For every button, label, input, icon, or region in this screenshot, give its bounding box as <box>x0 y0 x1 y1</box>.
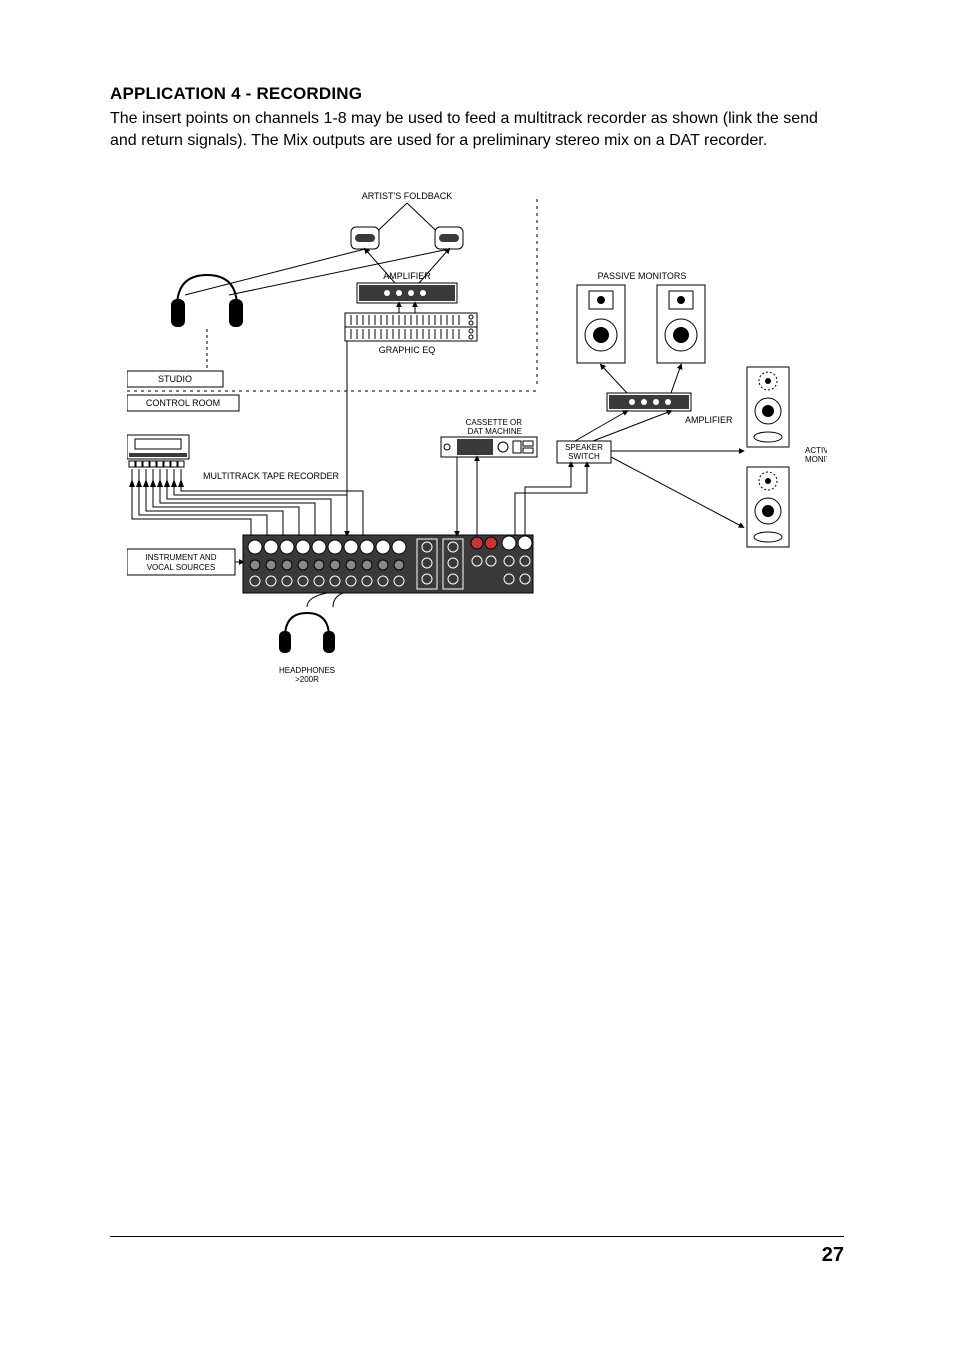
label-artists-foldback: ARTIST'S FOLDBACK <box>362 191 453 201</box>
label-control-room: CONTROL ROOM <box>146 398 220 408</box>
label-multitrack: MULTITRACK TAPE RECORDER <box>203 471 340 481</box>
label-studio: STUDIO <box>158 374 192 384</box>
diagram-container: ARTIST'S FOLDBACK <box>110 187 844 707</box>
section-body: The insert points on channels 1-8 may be… <box>110 108 844 151</box>
label-cassette-2: DAT MACHINE <box>468 427 522 436</box>
label-headphones-1: HEADPHONES <box>279 666 335 675</box>
label-active-monitors-2: MONITORS <box>805 455 827 464</box>
amplifier-icon <box>357 283 457 303</box>
label-speaker-switch-1: SPEAKER <box>565 443 603 452</box>
active-monitor-bottom-icon <box>747 467 789 547</box>
mixer-icon <box>243 535 533 593</box>
label-passive-monitors: PASSIVE MONITORS <box>598 271 687 281</box>
active-monitor-top-icon <box>747 367 789 447</box>
multitrack-recorder-icon <box>127 435 189 467</box>
user-headphones-icon <box>279 613 335 653</box>
foldback-headphone-box-left <box>351 227 379 249</box>
label-graphic-eq: GRAPHIC EQ <box>379 345 436 355</box>
label-headphones-2: >200R <box>295 675 319 684</box>
foldback-headphone-box-right <box>435 227 463 249</box>
passive-monitor-left-icon <box>577 285 625 363</box>
label-active-monitors-1: ACTIVE <box>805 446 827 455</box>
amplifier2-icon <box>607 393 691 411</box>
recording-setup-diagram: ARTIST'S FOLDBACK <box>127 187 827 707</box>
label-instrument-1: INSTRUMENT AND <box>146 553 217 562</box>
graphic-eq-icon <box>345 313 477 341</box>
label-speaker-switch-2: SWITCH <box>568 452 600 461</box>
page-number: 27 <box>822 1244 844 1267</box>
footer-rule <box>110 1236 844 1237</box>
label-amplifier2: AMPLIFIER <box>685 415 733 425</box>
multitrack-arrowheads <box>129 479 184 487</box>
label-amplifier: AMPLIFIER <box>383 271 431 281</box>
label-cassette-1: CASSETTE OR <box>466 418 523 427</box>
section-heading: APPLICATION 4 - RECORDING <box>110 84 844 104</box>
passive-monitor-right-icon <box>657 285 705 363</box>
label-instrument-2: VOCAL SOURCES <box>147 563 216 572</box>
cassette-dat-icon <box>441 437 537 457</box>
